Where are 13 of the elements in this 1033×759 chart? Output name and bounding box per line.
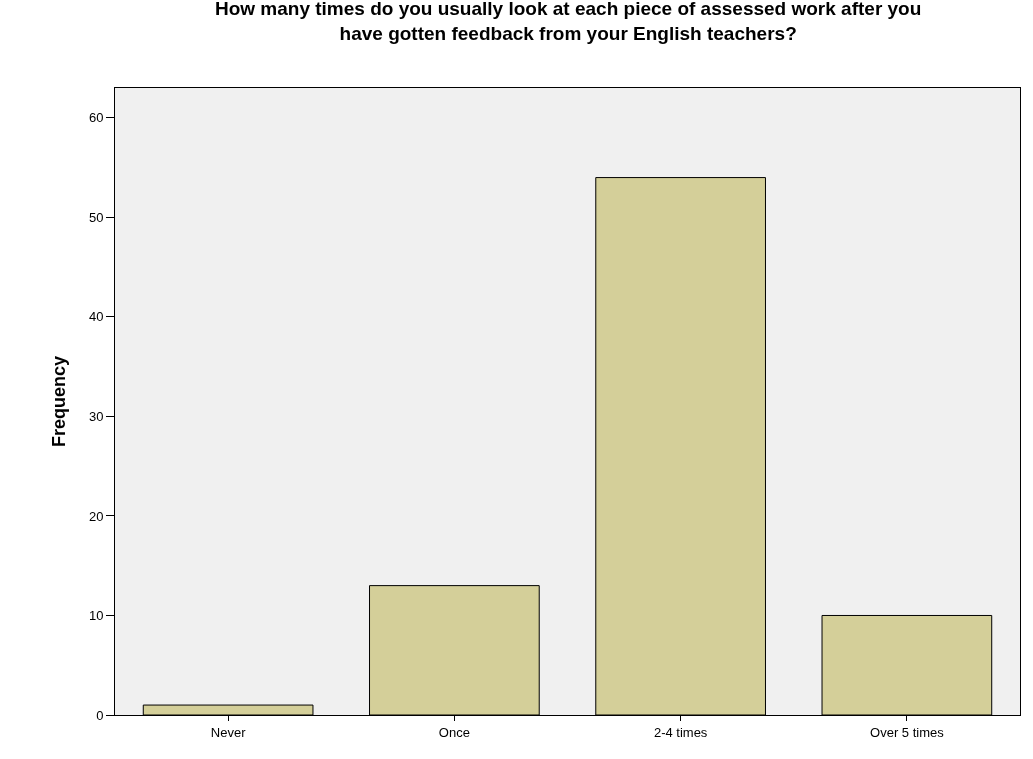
y-tick-label: 10 [88, 608, 104, 624]
x-tick-label: Over 5 times [870, 724, 945, 740]
y-tick-label: 30 [88, 408, 104, 424]
x-tick-label: Once [438, 724, 470, 740]
y-tick-label: 60 [88, 110, 104, 126]
y-tick-label: 20 [88, 508, 104, 524]
x-tick-label: 2-4 times [653, 724, 708, 740]
y-tick-label: 40 [88, 309, 104, 325]
chart-title: How many times do you usually look at each piece of assessed work after you have gotten feedback from your English teachers? [214, 0, 922, 44]
y-axis-title: Frequency [49, 355, 70, 448]
x-tick-label: Never [210, 724, 247, 740]
y-tick-label: 50 [88, 209, 104, 225]
y-tick-label: 0 [96, 707, 104, 723]
